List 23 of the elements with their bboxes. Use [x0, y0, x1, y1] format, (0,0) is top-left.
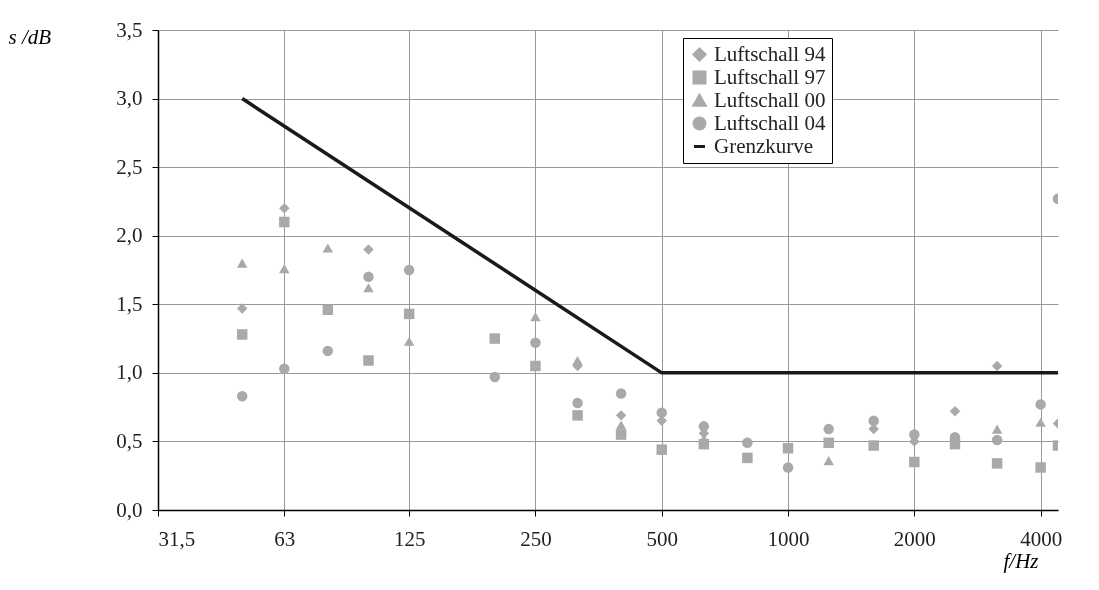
- legend-label: Luftschall 04: [714, 110, 826, 135]
- legend-label: Luftschall 00: [714, 87, 826, 112]
- y-tick-label: 3,5: [116, 17, 143, 42]
- x-tick-label: 1000: [767, 526, 810, 551]
- legend-label: Luftschall 97: [714, 64, 826, 89]
- y-tick-label: 1,0: [116, 360, 143, 385]
- x-tick-label: 125: [393, 526, 426, 551]
- y-tick-label: 0,0: [116, 497, 143, 522]
- x-tick-label: 4000: [1020, 526, 1063, 551]
- x-tick-label: 31,5: [158, 526, 196, 551]
- y-tick-label: 2,5: [116, 154, 143, 179]
- y-axis-title: s /dB: [8, 24, 52, 49]
- y-tick-label: 0,5: [116, 428, 143, 453]
- y-tick-label: 2,0: [116, 223, 143, 248]
- legend-label: Grenzkurve: [714, 133, 814, 158]
- legend-label: Luftschall 94: [714, 41, 826, 66]
- x-tick-label: 63: [274, 526, 296, 551]
- x-axis-title: f/Hz: [1003, 548, 1039, 573]
- y-tick-label: 1,5: [116, 291, 143, 316]
- y-tick-label: 3,0: [116, 86, 143, 111]
- x-tick-label: 2000: [893, 526, 936, 551]
- x-tick-label: 500: [646, 526, 678, 551]
- x-tick-label: 250: [520, 526, 552, 551]
